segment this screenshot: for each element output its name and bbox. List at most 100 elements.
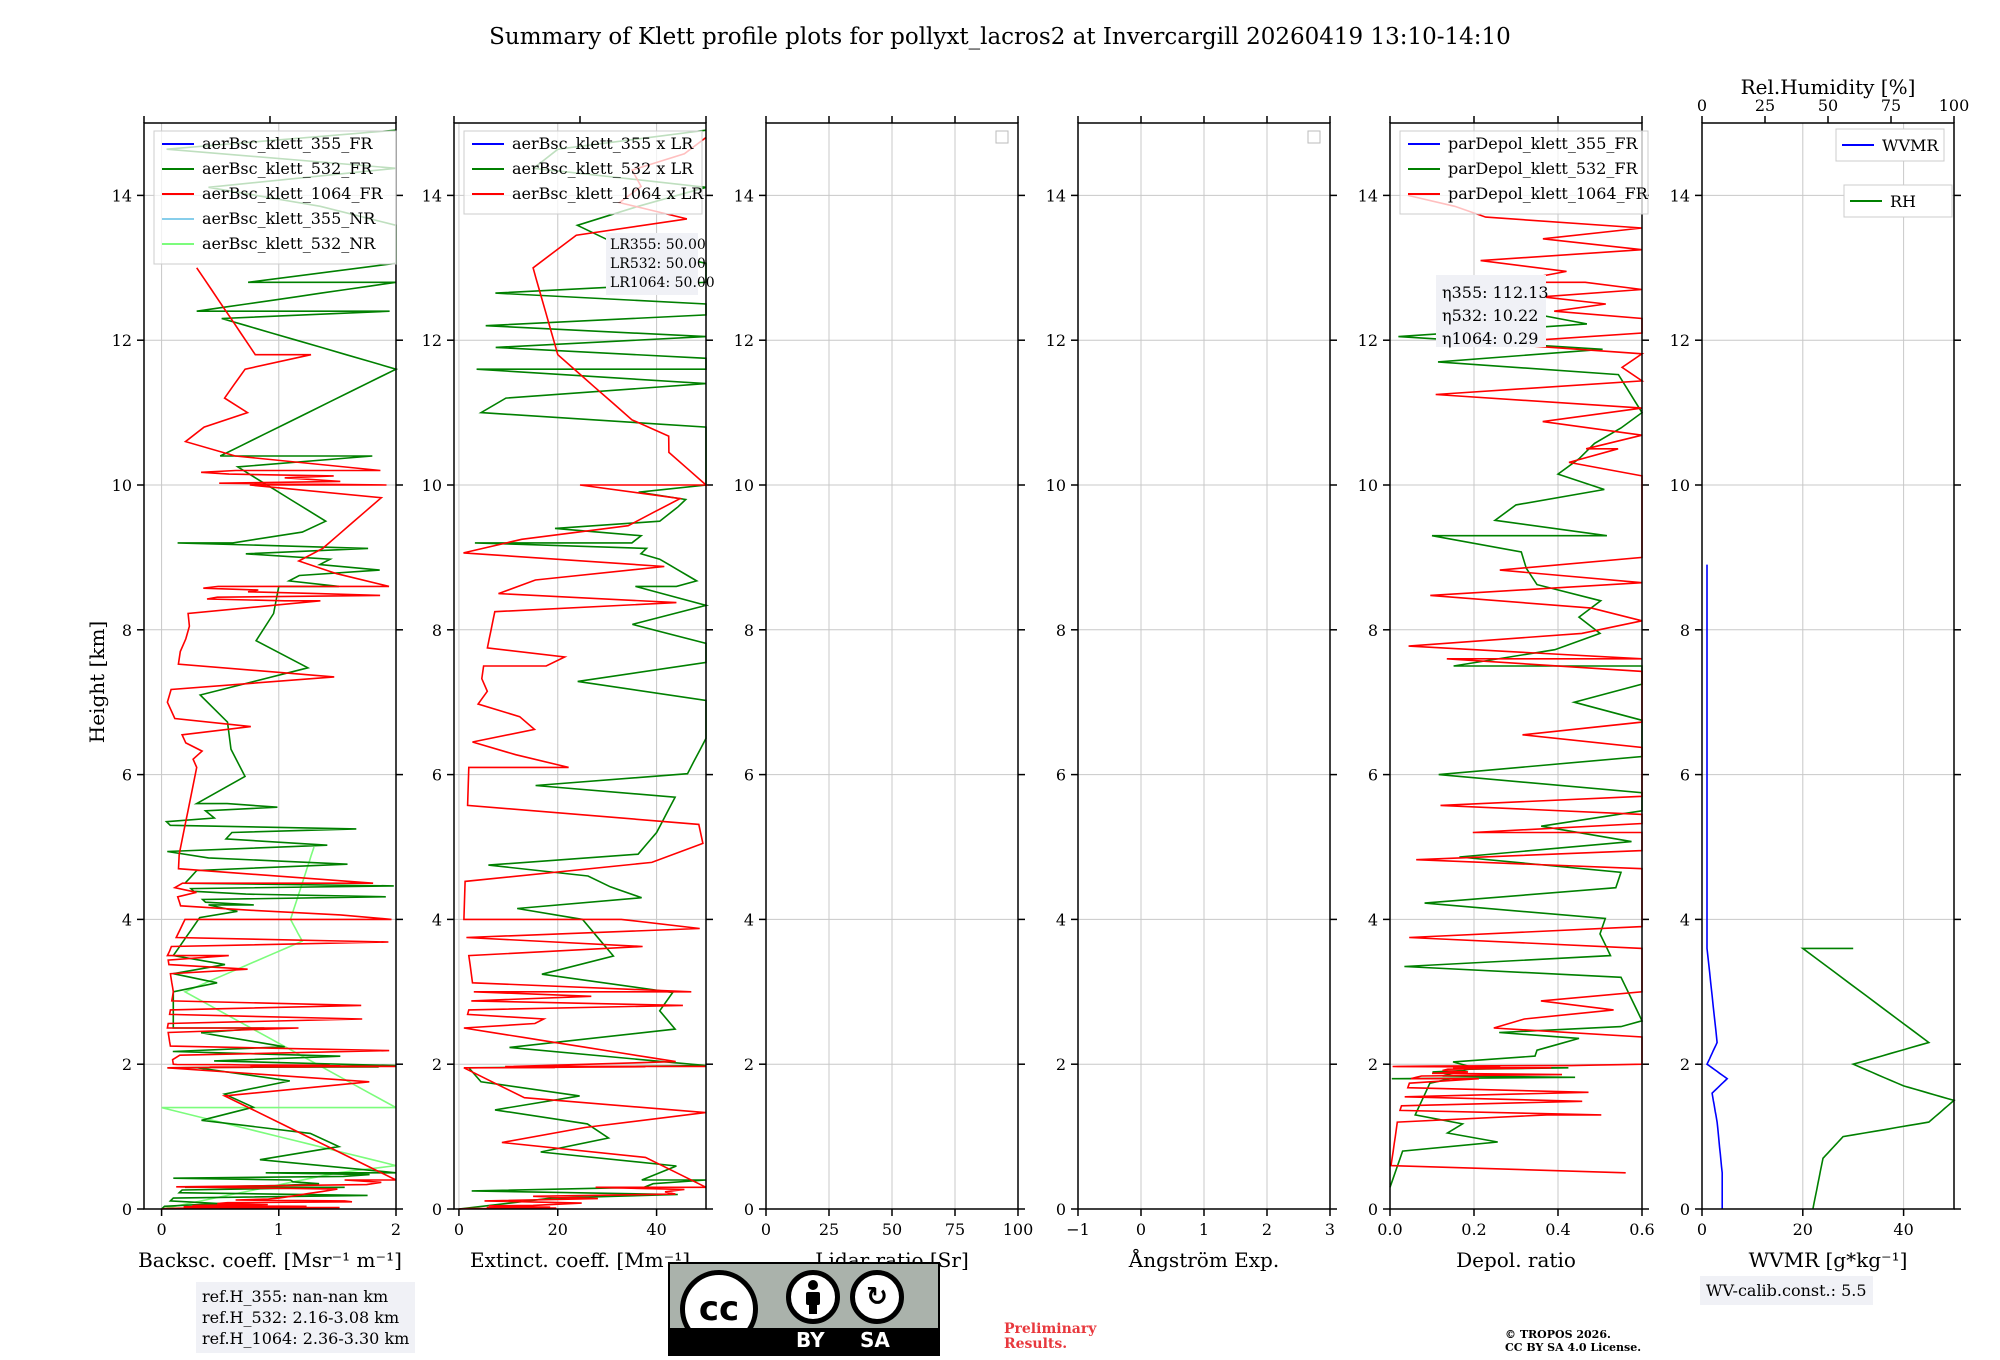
- x-tick-label-bsc: 1: [274, 1220, 284, 1239]
- y-tick-label: 2: [122, 1055, 132, 1074]
- y-tick-label: 6: [122, 766, 132, 785]
- lr-value: LR532: 50.00: [610, 256, 706, 272]
- eta-box: [1436, 275, 1546, 347]
- y-tick-label: 2: [1368, 1055, 1378, 1074]
- x-tick-label-dep: 0.2: [1461, 1220, 1486, 1239]
- y-tick-label: 10: [1046, 476, 1066, 495]
- y-tick-label: 12: [112, 331, 132, 350]
- y-tick-label: 6: [1368, 766, 1378, 785]
- legend-box-dep: [1399, 130, 1649, 215]
- x-axis-label-bsc: Backsc. coeff. [Msr⁻¹ m⁻¹]: [138, 1248, 402, 1272]
- y-tick-label: 2: [744, 1055, 754, 1074]
- y-tick-label: 2: [1056, 1055, 1066, 1074]
- y-tick-label: 0: [744, 1200, 754, 1219]
- y-tick-label: 12: [1358, 331, 1378, 350]
- panel-dep: 0.0 0.2 0.4 0.6 0 2 4 6 8 10 12 14 Depol. ratio parDe…: [1358, 116, 1655, 1272]
- y-tick-label: 6: [1056, 766, 1066, 785]
- eta-value: η1064: 0.29: [1442, 329, 1538, 348]
- x-tick-label-ae: 3: [1325, 1220, 1335, 1239]
- legend-box-bsc: [153, 130, 397, 265]
- y-axis-label: Height [km]: [85, 621, 109, 743]
- y-tick-label: 14: [1358, 186, 1378, 205]
- x-tick-label-ext: 0: [454, 1220, 464, 1239]
- x-tick-label-wv: 0: [1697, 1220, 1707, 1239]
- y-tick-label: 8: [432, 621, 442, 640]
- profile-rh: [1800, 947, 1956, 1210]
- profile-dep_1064: [1390, 194, 1645, 1174]
- y-tick-label: 0: [1368, 1200, 1378, 1219]
- profile-bsc_532: [161, 129, 399, 1210]
- x-tick-label-bsc: 0: [156, 1220, 166, 1239]
- x-tick-label-wv: 40: [1893, 1220, 1913, 1239]
- ref-height-box: ref.H_355: nan-nan km ref.H_532: 2.16-3.…: [196, 1282, 416, 1353]
- x-tick-label-dep: 0.0: [1377, 1220, 1402, 1239]
- x-tick-label-lr: 100: [1003, 1220, 1034, 1239]
- profile-dep_532: [1389, 310, 1644, 1188]
- x-tick-label-ae: −1: [1066, 1220, 1090, 1239]
- y-tick-label: 14: [1046, 186, 1066, 205]
- copyright-note: © TROPOS 2026. CC BY SA 4.0 License.: [1505, 1328, 1705, 1354]
- cc-logo-text: cc: [698, 1289, 740, 1329]
- y-tick-label: 10: [1358, 476, 1378, 495]
- x-tick-label-ext: 40: [646, 1220, 666, 1239]
- y-tick-label: 8: [1680, 621, 1690, 640]
- legend-entry: parDepol_klett_1064_FR: [1448, 184, 1649, 203]
- empty-legend-box: [995, 130, 1009, 144]
- x-axis-label-dep: Depol. ratio: [1456, 1248, 1576, 1272]
- prelim-line-1: Preliminary: [1004, 1321, 1097, 1337]
- x-tick-label-bsc: 2: [391, 1220, 401, 1239]
- legend-entry: aerBsc_klett_532_FR: [202, 159, 373, 178]
- figure-title: Summary of Klett profile plots for polly…: [489, 24, 1511, 50]
- x-axis-label-ae: Ångström Exp.: [1128, 1247, 1279, 1272]
- lr-box: [606, 233, 698, 295]
- panel-wv: 0 20 40 0 2 4 6 8 10 12 14 WVMR [g*kg⁻¹] Rel.Humidit…: [1670, 75, 1970, 1272]
- y-tick-label: 14: [422, 186, 442, 205]
- y-tick-label: 12: [422, 331, 442, 350]
- legend-entry: aerBsc_klett_532 x LR: [512, 159, 694, 178]
- top-tick-label: 100: [1939, 96, 1970, 115]
- y-tick-label: 4: [1368, 910, 1378, 929]
- legend-entry: aerBsc_klett_355 x LR: [512, 134, 694, 153]
- legend-entry: aerBsc_klett_532_NR: [202, 234, 376, 253]
- eta-value: η532: 10.22: [1442, 306, 1538, 325]
- y-tick-label: 10: [422, 476, 442, 495]
- legend-entry: RH: [1890, 192, 1916, 211]
- wv-calib-const: WV-calib.const.: 5.5: [1706, 1281, 1867, 1300]
- ref-h-532: ref.H_532: 2.16-3.08 km: [202, 1308, 400, 1327]
- ref-h-1064: ref.H_1064: 2.36-3.30 km: [202, 1329, 410, 1348]
- y-tick-label: 12: [1046, 331, 1066, 350]
- empty-legend-box: [1307, 130, 1321, 144]
- x-axis-label-wv: WVMR [g*kg⁻¹]: [1749, 1248, 1908, 1272]
- x-tick-label-lr: 50: [882, 1220, 902, 1239]
- y-tick-label: 0: [122, 1200, 132, 1219]
- y-tick-label: 8: [122, 621, 132, 640]
- copyright-line-2: CC BY SA 4.0 License.: [1505, 1341, 1642, 1354]
- cc-bottom-bar: [670, 1328, 938, 1354]
- cc-sa-label: SA: [860, 1328, 890, 1352]
- y-tick-label: 6: [1680, 766, 1690, 785]
- y-tick-label: 6: [432, 766, 442, 785]
- legend-entry: WVMR: [1882, 136, 1939, 155]
- copyright-line-1: © TROPOS 2026.: [1505, 1328, 1611, 1341]
- y-tick-label: 0: [1056, 1200, 1066, 1219]
- y-tick-label: 14: [734, 186, 754, 205]
- top-tick-label: 0: [1697, 96, 1707, 115]
- x-axis-label-ext: Extinct. coeff. [Mm⁻¹]: [470, 1248, 690, 1272]
- top-axis-label: Rel.Humidity [%]: [1741, 75, 1916, 99]
- x-tick-label-ae: 1: [1199, 1220, 1209, 1239]
- x-tick-label-lr: 0: [761, 1220, 771, 1239]
- y-tick-label: 4: [1056, 910, 1066, 929]
- ref-h-355: ref.H_355: nan-nan km: [202, 1287, 389, 1306]
- x-tick-label-dep: 0.6: [1629, 1220, 1654, 1239]
- person-icon: [786, 1270, 840, 1324]
- preliminary-note: Preliminary Results.: [1004, 1322, 1124, 1352]
- legend-entry: aerBsc_klett_1064_FR: [202, 184, 384, 203]
- prelim-line-2: Results.: [1004, 1336, 1068, 1352]
- panel-ext: 0 20 40 0 2 4 6 8 10 12 14 Extinct. coeff. [Mm⁻¹] ae…: [422, 116, 715, 1272]
- y-tick-label: 8: [1368, 621, 1378, 640]
- share-alike-icon: ↻: [850, 1270, 904, 1324]
